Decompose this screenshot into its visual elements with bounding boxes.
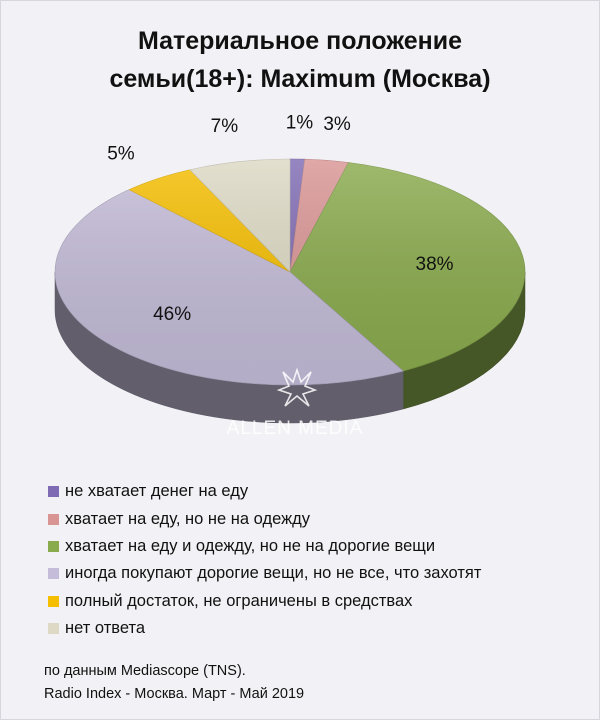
- legend-label-5: полный достаток, не ограничены в средств…: [65, 591, 413, 610]
- pie-value-label-6: 7%: [211, 116, 239, 137]
- legend-item-1: не хватает денег на еду: [48, 478, 481, 505]
- source-note: по данным Mediascope (TNS). Radio Index …: [44, 660, 304, 706]
- legend-swatch-1: [48, 486, 59, 498]
- pie-value-label-3: 38%: [416, 254, 454, 275]
- chart-title: Материальное положение семьи(18+): Maxim…: [0, 22, 600, 98]
- allen-media-logo-icon: [276, 367, 318, 407]
- pie-slices: [54, 158, 526, 386]
- chart-title-line-1: Материальное положение: [137, 27, 463, 55]
- legend-label-1: не хватает денег на еду: [65, 482, 249, 501]
- legend-swatch-3: [48, 540, 59, 552]
- pie-value-labels: 1% 3% 38% 46% 5% 7%: [107, 112, 453, 325]
- pie-value-label-5: 5%: [107, 143, 135, 164]
- legend-label-3: хватает на еду и одежду, но не на дороги…: [65, 536, 436, 555]
- watermark: ALLEN MEDIA: [227, 367, 364, 439]
- pie-value-label-4: 46%: [153, 304, 191, 325]
- source-line-2: Radio Index - Москва. Март - Май 2019: [44, 686, 305, 702]
- legend-label-6: нет ответа: [65, 619, 146, 638]
- legend-label-4: иногда покупают дорогие вещи, но не все,…: [65, 564, 482, 583]
- pie-value-label-1: 1%: [286, 112, 314, 133]
- legend-item-2: хватает на еду, но не на одежду: [48, 505, 481, 532]
- legend-swatch-5: [48, 595, 59, 607]
- legend-item-5: полный достаток, не ограничены в средств…: [48, 588, 481, 615]
- pie-value-label-2: 3%: [323, 114, 351, 135]
- legend-swatch-6: [48, 623, 59, 635]
- source-line-1: по данным Mediascope (TNS).: [44, 663, 246, 679]
- watermark-text: ALLEN MEDIA: [227, 418, 364, 439]
- chart-title-line-2: семьи(18+): Maximum (Москва): [109, 65, 491, 93]
- legend-item-3: хватает на еду и одежду, но не на дороги…: [48, 533, 481, 560]
- legend-item-6: нет ответа: [48, 615, 481, 642]
- legend-swatch-2: [48, 513, 59, 525]
- legend-label-2: хватает на еду, но не на одежду: [65, 509, 311, 528]
- legend-item-4: иногда покупают дорогие вещи, но не все,…: [48, 560, 481, 587]
- legend: не хватает денег на еду хватает на еду, н…: [48, 478, 481, 642]
- legend-swatch-4: [48, 568, 59, 580]
